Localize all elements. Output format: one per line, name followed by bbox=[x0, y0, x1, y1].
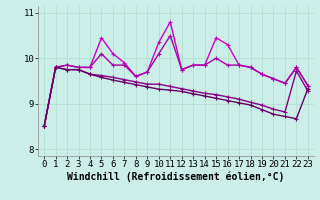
X-axis label: Windchill (Refroidissement éolien,°C): Windchill (Refroidissement éolien,°C) bbox=[67, 172, 285, 182]
